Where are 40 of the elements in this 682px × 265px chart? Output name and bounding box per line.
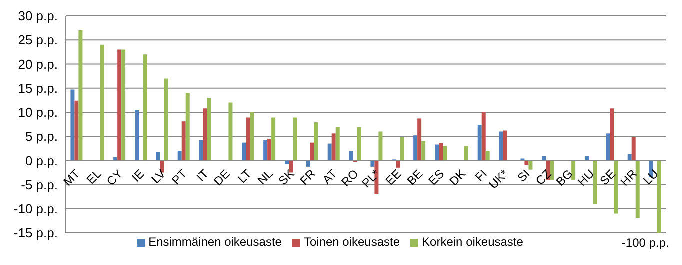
x-tick-label: SK <box>276 166 298 188</box>
y-tick-label: 0 p.p. <box>25 153 58 168</box>
y-tick-label: 15 p.p. <box>18 80 58 96</box>
x-tick-label: BE <box>404 166 426 188</box>
x-tick-label: FR <box>297 166 319 188</box>
x-tick-label: NL <box>254 166 276 188</box>
x-tick-label: DE <box>211 166 233 189</box>
x-tick-label: CZ <box>533 166 554 188</box>
x-tick-label: EL <box>84 166 104 188</box>
legend-label: Ensimmäinen oikeusaste <box>148 235 282 249</box>
y-tick-label: 30 p.p. <box>18 8 58 24</box>
x-tick-label: HR <box>618 166 640 190</box>
x-tick-label: PT <box>169 166 190 188</box>
x-tick-label: IT <box>194 166 212 184</box>
y-tick-label: 25 p.p. <box>18 32 58 48</box>
annotation: -100 p.p. <box>622 236 670 250</box>
x-tick-label: HU <box>574 166 598 190</box>
x-tick-label: AT <box>320 166 340 188</box>
legend-label: Toinen oikeusaste <box>304 235 400 249</box>
x-tick-label: LU <box>640 166 662 188</box>
x-tick-label: SE <box>597 166 619 188</box>
x-tick-label: SI <box>514 166 533 185</box>
x-tick-label: PL* <box>359 166 384 190</box>
y-tick-label: -5 p.p. <box>21 177 58 192</box>
y-tick-label: 5 p.p. <box>25 129 58 144</box>
x-tick-label: BG <box>554 166 576 190</box>
legend-label: Korkein oikeusaste <box>422 235 524 249</box>
y-tick-label: 10 p.p. <box>18 105 58 120</box>
x-tick-label: DK <box>446 166 469 189</box>
x-tick-label: EE <box>383 166 404 188</box>
x-tick-label: RO <box>338 166 362 190</box>
x-tick-label: LT <box>235 166 255 186</box>
y-tick-label: 20 p.p. <box>18 56 58 72</box>
y-tick-label: -15 p.p. <box>14 226 58 241</box>
x-tick-label: IE <box>129 166 148 185</box>
x-tick-label: LV <box>148 166 169 187</box>
x-tick-label: ES <box>426 166 448 188</box>
x-tick-label: CY <box>104 166 126 189</box>
x-tick-label: MT <box>60 166 84 190</box>
y-tick-label: -10 p.p. <box>14 202 58 217</box>
